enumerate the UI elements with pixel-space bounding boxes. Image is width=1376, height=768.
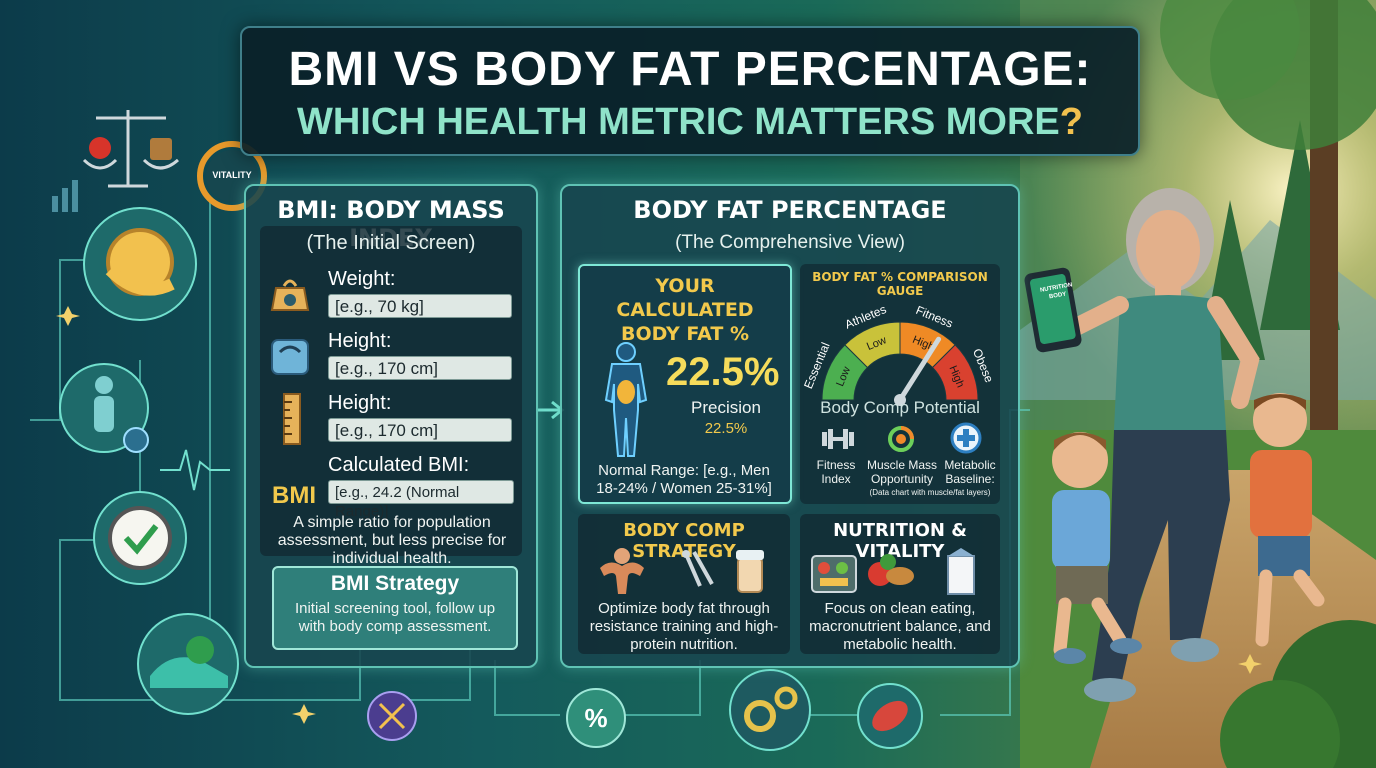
gauge-hub <box>894 394 906 406</box>
sneaker-icon <box>137 613 239 715</box>
balance-scale-icon <box>82 110 179 188</box>
body-fat-panel-title: BODY FAT PERCENTAGE <box>633 196 947 224</box>
vitality-badge: VITALITY <box>212 170 252 180</box>
subtitle-text: WHICH HEALTH METRIC MATTERS MORE <box>297 101 1060 143</box>
page-subtitle: WHICH HEALTH METRIC MATTERS MORE? <box>242 98 1138 146</box>
body-fat-value: 22.5% <box>666 350 780 394</box>
weight-label: Weight: <box>328 268 396 290</box>
title-banner: BMI VS BODY FAT PERCENTAGE: WHICH HEALTH… <box>240 26 1140 156</box>
gauge-caption: Body Comp Potential <box>820 398 980 417</box>
body-fat-panel: BODY FAT PERCENTAGE (The Comprehensive V… <box>560 184 1020 668</box>
bmi-panel: BMI: BODY MASS INDEX (The Initial Screen… <box>244 184 538 668</box>
page-title: BMI VS BODY FAT PERCENTAGE: <box>288 43 1092 96</box>
body-comp-strategy-card: BODY COMP STRATEGY Optimize body fat thr… <box>578 514 790 654</box>
dna-icon <box>367 691 417 741</box>
weight-icon <box>270 276 310 312</box>
calc-title: YOUR CALCULATED BODY FAT % <box>616 275 754 345</box>
height-input-2[interactable]: [e.g., 170 cm] <box>328 418 512 442</box>
body-silhouette-icon <box>594 340 658 460</box>
bmi-tag: BMI <box>272 482 316 509</box>
bmi-description: A simple ratio for population assessment… <box>277 514 507 567</box>
plus-icon <box>950 422 982 454</box>
weight-input[interactable]: [e.g., 70 kg] <box>328 294 512 318</box>
percent-icon: % <box>566 688 626 748</box>
ruler-icon <box>280 392 304 446</box>
bmi-subtitle: (The Initial Screen) <box>306 232 476 254</box>
bmi-strategy-card: BMI Strategy Initial screening tool, fol… <box>272 566 518 650</box>
percent-symbol: % <box>584 702 608 733</box>
bmi-strategy-text: Initial screening tool, follow up with b… <box>294 600 496 635</box>
runner-woman-illustration <box>1024 188 1260 702</box>
body-fat-calc-card: YOUR CALCULATED BODY FAT % 22.5% Precisi… <box>578 264 792 504</box>
height-input[interactable]: [e.g., 170 cm] <box>328 356 512 380</box>
nutrition-title: NUTRITION & VITALITY <box>833 520 967 562</box>
nutrition-text: Focus on clean eating, macronutrient bal… <box>809 600 991 653</box>
bmi-form-card: (The Initial Screen) Weight: [e.g., 70 k… <box>260 226 522 567</box>
gauge-zone <box>931 344 979 401</box>
calculated-bmi-output: [e.g., 24.2 (Normal Range)] <box>328 480 514 520</box>
gauge-title: BODY FAT % COMPARISON GAUGE <box>812 270 988 298</box>
tape-measure-icon <box>83 207 197 321</box>
child-runner-illustration <box>1052 432 1142 664</box>
height-label: Height: <box>328 330 392 352</box>
gauge-note: (Data chart with muscle/fat layers) <box>869 488 991 497</box>
calculated-bmi-label: Calculated BMI: <box>328 454 470 476</box>
body-comp-strategy-text: Optimize body fat through resistance tra… <box>589 600 779 653</box>
bmi-strategy-title: BMI Strategy <box>330 572 460 595</box>
cycle-icon <box>884 424 918 454</box>
body-scan-icon <box>59 363 149 453</box>
precision-value: 22.5% <box>704 420 748 437</box>
question-mark: ? <box>1059 101 1083 143</box>
healthy-food-icon <box>808 546 992 596</box>
scale-icon <box>270 338 310 376</box>
nutrition-vitality-card: NUTRITION & VITALITY Focus on clean eati… <box>800 514 1000 654</box>
body-fat-gauge-card: BODY FAT % COMPARISON GAUGE Low Essential… <box>800 264 1000 504</box>
body-comp-strategy-title: BODY COMP STRATEGY <box>623 520 745 562</box>
precision-label: Precision <box>691 398 761 417</box>
body-fat-subtitle: (The Comprehensive View) <box>675 232 905 253</box>
dumbbell-icon <box>820 424 856 454</box>
strength-training-icon <box>590 546 778 596</box>
metabolic-baseline-label: Metabolic Baseline: <box>944 458 996 486</box>
gears-icon <box>729 669 811 751</box>
muscle-mass-label: Muscle Mass Opportunity <box>866 458 937 486</box>
normal-range: Normal Range: [e.g., Men 18-24% / Women … <box>596 462 772 497</box>
gauge-needle <box>897 336 942 403</box>
fitness-index-label: Fitness Index <box>816 458 856 486</box>
muscle-icon <box>857 683 923 749</box>
child-runner-illustration <box>1250 393 1325 647</box>
clock-check-icon <box>93 491 187 585</box>
height-label-2: Height: <box>328 392 392 414</box>
